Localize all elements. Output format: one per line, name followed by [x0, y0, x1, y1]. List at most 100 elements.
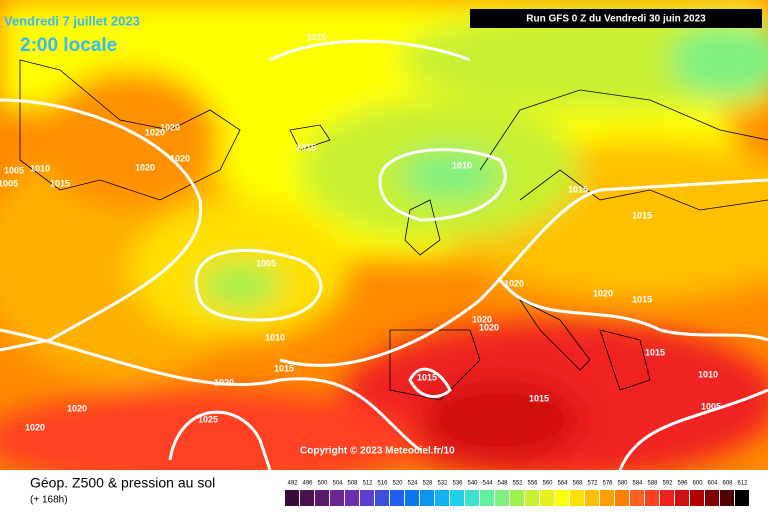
- isobar-label: 1020: [504, 278, 524, 288]
- colorbar-swatch: [405, 490, 419, 506]
- colorbar-tick-label: 540: [467, 481, 478, 487]
- colorbar-swatch: [540, 490, 554, 506]
- colorbar-swatch: [735, 490, 749, 506]
- isobar-label: 1015: [632, 210, 652, 220]
- colorbar-swatch: [570, 490, 584, 506]
- colorbar-tick-label: 608: [722, 481, 733, 487]
- copyright: Copyright © 2023 Meteociel.fr/10: [300, 446, 455, 457]
- colorbar-swatch: [360, 490, 374, 506]
- colorbar-swatch: [615, 490, 629, 506]
- colorbar-tick-label: 504: [332, 481, 343, 487]
- colorbar-swatch: [705, 490, 719, 506]
- colorbar-tick-label: 536: [452, 481, 463, 487]
- colorbar-tick-label: 572: [587, 481, 598, 487]
- isobar-label: 1020: [67, 403, 87, 413]
- isobar-label: 1015: [296, 142, 316, 152]
- colorbar-swatch: [660, 490, 674, 506]
- colorbar-tick-label: 508: [347, 481, 358, 487]
- colorbar-swatch: [555, 490, 569, 506]
- colorbar-swatch: [645, 490, 659, 506]
- colorbar-swatch: [450, 490, 464, 506]
- colorbar-swatch: [495, 490, 509, 506]
- colorbar-tick-label: 544: [482, 481, 493, 487]
- colorbar-tick-label: 584: [632, 481, 643, 487]
- isobar-label: 1020: [593, 288, 613, 298]
- colorbar-tick-label: 520: [392, 481, 403, 487]
- colorbar-tick-label: 592: [662, 481, 673, 487]
- isobar-label: 1005: [0, 178, 18, 188]
- colorbar-swatch: [315, 490, 329, 506]
- colorbar-tick-label: 588: [647, 481, 658, 487]
- colorbar-swatch: [675, 490, 689, 506]
- isobar-label: 1015: [645, 347, 665, 357]
- footer-subtitle: (+ 168h): [30, 495, 68, 506]
- isobar-label: 1020: [25, 422, 45, 432]
- run-label: Run GFS 0 Z du Vendredi 30 juin 2023: [526, 14, 706, 25]
- colorbar-swatch: [510, 490, 524, 506]
- colorbar-swatch: [435, 490, 449, 506]
- colorbar-tick-label: 600: [692, 481, 703, 487]
- colorbar-swatch: [300, 490, 314, 506]
- isobars: [0, 39, 768, 471]
- isobar-label: 1005: [701, 401, 721, 411]
- isobar-label: 1005: [4, 165, 24, 175]
- colorbar-swatch: [630, 490, 644, 506]
- isobar-label: 1020: [135, 162, 155, 172]
- isobar-label: 1010: [452, 160, 472, 170]
- isobar-label: 1015: [306, 32, 326, 42]
- isobar-label: 1015: [568, 184, 588, 194]
- colorbar-swatch: [690, 490, 704, 506]
- isobar-label: 1015: [417, 372, 437, 382]
- colorbar-swatch: [375, 490, 389, 506]
- isobar-label: 1010: [30, 163, 50, 173]
- colorbar: 492 496 500 504 508 512 516 520 524 528 532 536 540 5…: [285, 481, 749, 506]
- colorbar-swatch: [525, 490, 539, 506]
- isobar-label: 1015: [632, 294, 652, 304]
- coastlines: [19, 59, 768, 401]
- colorbar-swatch: [330, 490, 344, 506]
- run-box: [470, 9, 762, 28]
- colorbar-tick-label: 492: [287, 481, 298, 487]
- isobar-label: 1025: [198, 414, 218, 424]
- colorbar-tick-label: 596: [677, 481, 688, 487]
- colorbar-swatch: [480, 490, 494, 506]
- colorbar-swatch: [720, 490, 734, 506]
- colorbar-tick-label: 564: [557, 481, 568, 487]
- colorbar-swatch: [285, 490, 299, 506]
- isobar-label: 1020: [214, 377, 234, 387]
- colorbar-tick-label: 524: [407, 481, 418, 487]
- colorbar-swatch: [600, 490, 614, 506]
- colorbar-tick-label: 580: [617, 481, 628, 487]
- isobar-label: 1020: [145, 127, 165, 137]
- isobar-label: 1010: [698, 369, 718, 379]
- colorbar-swatch: [390, 490, 404, 506]
- colorbar-swatch: [465, 490, 479, 506]
- isobar-label: 1015: [529, 393, 549, 403]
- isobar-label: 1015: [274, 363, 294, 373]
- colorbar-tick-label: 552: [512, 481, 523, 487]
- colorbar-tick-label: 604: [707, 481, 718, 487]
- colorbar-swatch: [420, 490, 434, 506]
- isobar-label: 1020: [479, 322, 499, 332]
- colorbar-tick-label: 548: [497, 481, 508, 487]
- colorbar-tick-label: 612: [737, 481, 748, 487]
- colorbar-tick-label: 532: [437, 481, 448, 487]
- colorbar-tick-label: 568: [572, 481, 583, 487]
- isobar-label: 1005: [256, 258, 276, 268]
- date-label: Vendredi 7 juillet 2023: [4, 13, 140, 28]
- time-label: 2:00 locale: [20, 35, 117, 56]
- colorbar-tick-label: 512: [362, 481, 373, 487]
- isobar-label: 1010: [265, 332, 285, 342]
- colorbar-tick-label: 556: [527, 481, 538, 487]
- isobar-label: 1020: [472, 314, 492, 324]
- colorbar-tick-label: 496: [302, 481, 313, 487]
- colorbar-tick-label: 516: [377, 481, 388, 487]
- colorbar-swatch: [585, 490, 599, 506]
- colorbar-swatch: [345, 490, 359, 506]
- footer-title: Géop. Z500 & pression au sol: [30, 475, 215, 491]
- isobar-label: 1020: [170, 153, 190, 163]
- isobar-label: 1015: [50, 178, 70, 188]
